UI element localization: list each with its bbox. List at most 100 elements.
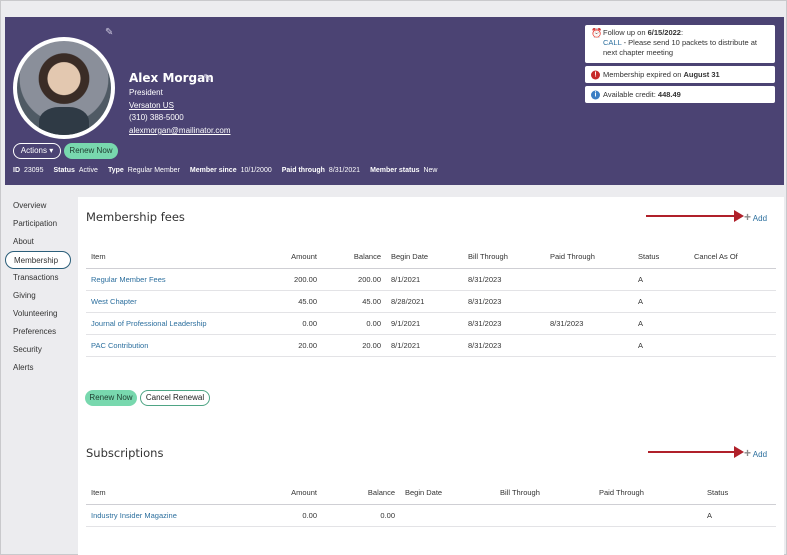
sidebar-item-volunteering[interactable]: Volunteering (13, 309, 58, 318)
fee-balance: 45.00 (322, 290, 386, 313)
profile-email-link[interactable]: alexmorgan@mailinator.com (129, 126, 231, 135)
fee-status: A (633, 334, 689, 357)
fee-begin-date: 8/1/2021 (386, 268, 463, 291)
info-icon: i (591, 90, 600, 99)
follow-up-date: 6/15/2022 (647, 28, 681, 37)
main-content: Membership fees + Add Item Amount Balanc… (78, 197, 784, 555)
meta-value: Regular Member (127, 167, 180, 174)
fee-paid-through: 8/31/2023 (545, 312, 633, 335)
edit-photo-pencil-icon[interactable]: ✎ (105, 27, 114, 38)
fee-status: A (633, 268, 689, 291)
sidebar-item-transactions[interactable]: Transactions (13, 273, 59, 282)
column-header: Amount (258, 482, 322, 505)
subscription-item-link[interactable]: Industry Insider Magazine (86, 504, 258, 527)
fee-status: A (633, 312, 689, 335)
column-header: Cancel As Of (689, 246, 776, 269)
alert-icon: ! (591, 70, 600, 79)
sidebar-item-giving[interactable]: Giving (13, 291, 36, 300)
column-header: Item (86, 246, 258, 269)
expired-date: August 31 (683, 70, 720, 79)
member-meta-line: ID 23095 Status Active Type Regular Member … (13, 167, 444, 174)
table-header-row: Item Amount Balance Begin Date Bill Thro… (86, 482, 776, 505)
follow-up-text: - Please send 10 packets to distribute a… (603, 38, 757, 57)
fee-amount: 20.00 (258, 334, 322, 357)
add-membership-fee-link[interactable]: + Add (744, 210, 767, 224)
fee-begin-date: 8/28/2021 (386, 290, 463, 313)
column-header: Paid Through (594, 482, 702, 505)
column-header: Begin Date (386, 246, 463, 269)
follow-up-call: CALL (603, 38, 622, 47)
meta-value: 23095 (24, 167, 44, 174)
profile-header: ✎ Alex Morgan ✎ President Versaton US (3… (5, 17, 784, 185)
column-header: Status (633, 246, 689, 269)
meta-value: 10/1/2000 (240, 167, 272, 174)
actions-dropdown-button[interactable]: Actions ▾ (13, 143, 61, 159)
follow-up-prefix: Follow up on (603, 28, 648, 37)
fee-balance: 20.00 (322, 334, 386, 357)
credit-value: 448.49 (657, 90, 681, 99)
meta-label: Type (107, 167, 124, 174)
fee-item-link[interactable]: Regular Member Fees (86, 268, 258, 291)
profile-company-link[interactable]: Versaton US (129, 101, 174, 110)
subscription-bill-through (495, 504, 594, 527)
add-label: Add (752, 450, 768, 459)
arrow-annotation (646, 210, 744, 222)
follow-up-notice: ⏰ Follow up on 6/15/2022: CALL - Please … (585, 25, 775, 63)
fee-amount: 45.00 (258, 290, 322, 313)
sidebar-item-security[interactable]: Security (13, 345, 42, 354)
avatar (13, 37, 115, 139)
fee-paid-through (545, 334, 633, 357)
column-header: Amount (258, 246, 322, 269)
meta-label: Member status (370, 167, 420, 174)
table-header-row: Item Amount Balance Begin Date Bill Thro… (86, 246, 776, 269)
subscription-begin-date (400, 504, 495, 527)
fee-item-link[interactable]: West Chapter (86, 290, 258, 313)
sidebar-item-alerts[interactable]: Alerts (13, 363, 34, 372)
sidebar-item-membership[interactable]: Membership (5, 251, 71, 269)
fee-bill-through: 8/31/2023 (463, 268, 545, 291)
available-credit-notice: i Available credit: 448.49 (585, 86, 775, 103)
edit-name-pencil-icon[interactable]: ✎ (203, 73, 212, 84)
profile-phone: (310) 388-5000 (129, 113, 184, 122)
fee-cancel-as-of (689, 312, 776, 335)
column-header: Paid Through (545, 246, 633, 269)
sidebar-item-preferences[interactable]: Preferences (13, 327, 57, 336)
fee-item-link[interactable]: PAC Contribution (86, 334, 258, 357)
meta-label: ID (13, 167, 20, 174)
plus-icon: + (744, 446, 752, 460)
meta-value: New (423, 167, 438, 174)
follow-up-suffix: : (680, 28, 684, 37)
fee-cancel-as-of (689, 290, 776, 313)
fee-paid-through (545, 290, 633, 313)
column-header: Bill Through (495, 482, 594, 505)
subscription-paid-through (594, 504, 702, 527)
fee-begin-date: 8/1/2021 (386, 334, 463, 357)
fee-status: A (633, 290, 689, 313)
profile-sidebar: Overview Participation About Membership … (5, 197, 71, 377)
fee-paid-through (545, 268, 633, 291)
profile-name: Alex Morgan (129, 71, 214, 85)
subscriptions-title: Subscriptions (86, 446, 164, 460)
expired-prefix: Membership expired on (603, 70, 684, 79)
plus-icon: + (744, 210, 752, 224)
subscriptions-table: Item Amount Balance Begin Date Bill Thro… (86, 482, 776, 527)
table-row: Regular Member Fees 200.00 200.00 8/1/20… (86, 268, 776, 291)
meta-value: Active (78, 167, 98, 174)
membership-fees-table: Item Amount Balance Begin Date Bill Thro… (86, 246, 776, 357)
sidebar-item-about[interactable]: About (13, 237, 34, 246)
table-row: Industry Insider Magazine 0.00 0.00 A (86, 504, 776, 527)
header-renew-now-button[interactable]: Renew Now (64, 143, 118, 159)
add-subscription-link[interactable]: + Add (744, 446, 767, 460)
fee-begin-date: 9/1/2021 (386, 312, 463, 335)
sidebar-item-participation[interactable]: Participation (13, 219, 58, 228)
fee-item-link[interactable]: Journal of Professional Leadership (86, 312, 258, 335)
column-header: Begin Date (400, 482, 495, 505)
sidebar-item-overview[interactable]: Overview (13, 201, 47, 210)
fee-bill-through: 8/31/2023 (463, 290, 545, 313)
cancel-renewal-button[interactable]: Cancel Renewal (140, 390, 210, 406)
membership-expired-notice: ! Membership expired on August 31 (585, 66, 775, 83)
renew-now-button[interactable]: Renew Now (85, 390, 137, 406)
subscription-amount: 0.00 (258, 504, 322, 527)
fee-bill-through: 8/31/2023 (463, 312, 545, 335)
fee-cancel-as-of (689, 334, 776, 357)
